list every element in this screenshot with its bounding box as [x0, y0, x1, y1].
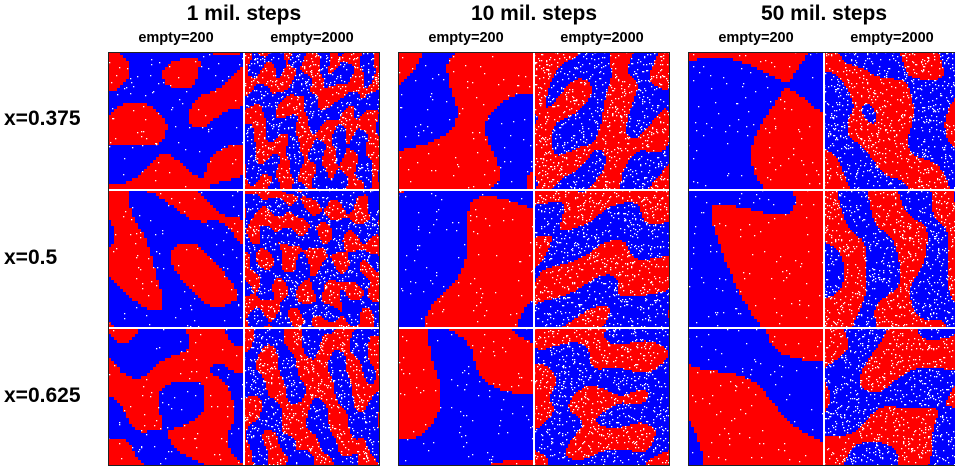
simulation-panel-g2-c1-r1 [398, 52, 534, 190]
simulation-panel-g3-c2-r3 [824, 328, 955, 466]
simulation-panel-g3-c2-r2 [824, 190, 955, 328]
column-separator [243, 52, 245, 466]
simulation-panel-g3-c1-r1 [688, 52, 824, 190]
simulation-panel-g2-c2-r3 [534, 328, 670, 466]
row-separator [108, 189, 380, 191]
simulation-panel-g2-c2-r2 [534, 190, 670, 328]
row-separator [688, 189, 955, 191]
simulation-panel-g3-c1-r3 [688, 328, 824, 466]
column-separator [533, 52, 535, 466]
simulation-panel-g3-c2-r1 [824, 52, 955, 190]
simulation-panel-g2-c1-r3 [398, 328, 534, 466]
simulation-panel-g1-c2-r3 [244, 328, 380, 466]
simulation-panel-g1-c2-r1 [244, 52, 380, 190]
simulation-panel-g1-c1-r2 [108, 190, 244, 328]
simulation-panel-g1-c1-r1 [108, 52, 244, 190]
group-frame [398, 52, 670, 466]
group-title-50mil: 50 mil. steps [688, 2, 955, 26]
row-label-x0625: x=0.625 [4, 384, 104, 408]
col-label-g2-empty200: empty=200 [398, 30, 534, 46]
group-frame [108, 52, 380, 466]
simulation-panel-g1-c1-r3 [108, 328, 244, 466]
simulation-panel-g1-c2-r2 [244, 190, 380, 328]
column-separator [823, 52, 825, 466]
group-title-10mil: 10 mil. steps [398, 2, 670, 26]
row-separator [108, 327, 380, 329]
simulation-panel-g2-c1-r2 [398, 190, 534, 328]
col-label-g3-empty200: empty=200 [688, 30, 824, 46]
row-label-x0375: x=0.375 [4, 107, 104, 131]
row-separator [398, 189, 670, 191]
row-separator [398, 327, 670, 329]
col-label-g1-empty200: empty=200 [108, 30, 244, 46]
col-label-g2-empty2000: empty=2000 [534, 30, 670, 46]
row-separator [688, 327, 955, 329]
simulation-panel-g3-c1-r2 [688, 190, 824, 328]
col-label-g3-empty2000: empty=2000 [824, 30, 955, 46]
simulation-panel-g2-c2-r1 [534, 52, 670, 190]
group-title-1mil: 1 mil. steps [108, 2, 380, 26]
col-label-g1-empty2000: empty=2000 [244, 30, 380, 46]
group-frame [688, 52, 955, 466]
row-label-x05: x=0.5 [4, 246, 104, 270]
